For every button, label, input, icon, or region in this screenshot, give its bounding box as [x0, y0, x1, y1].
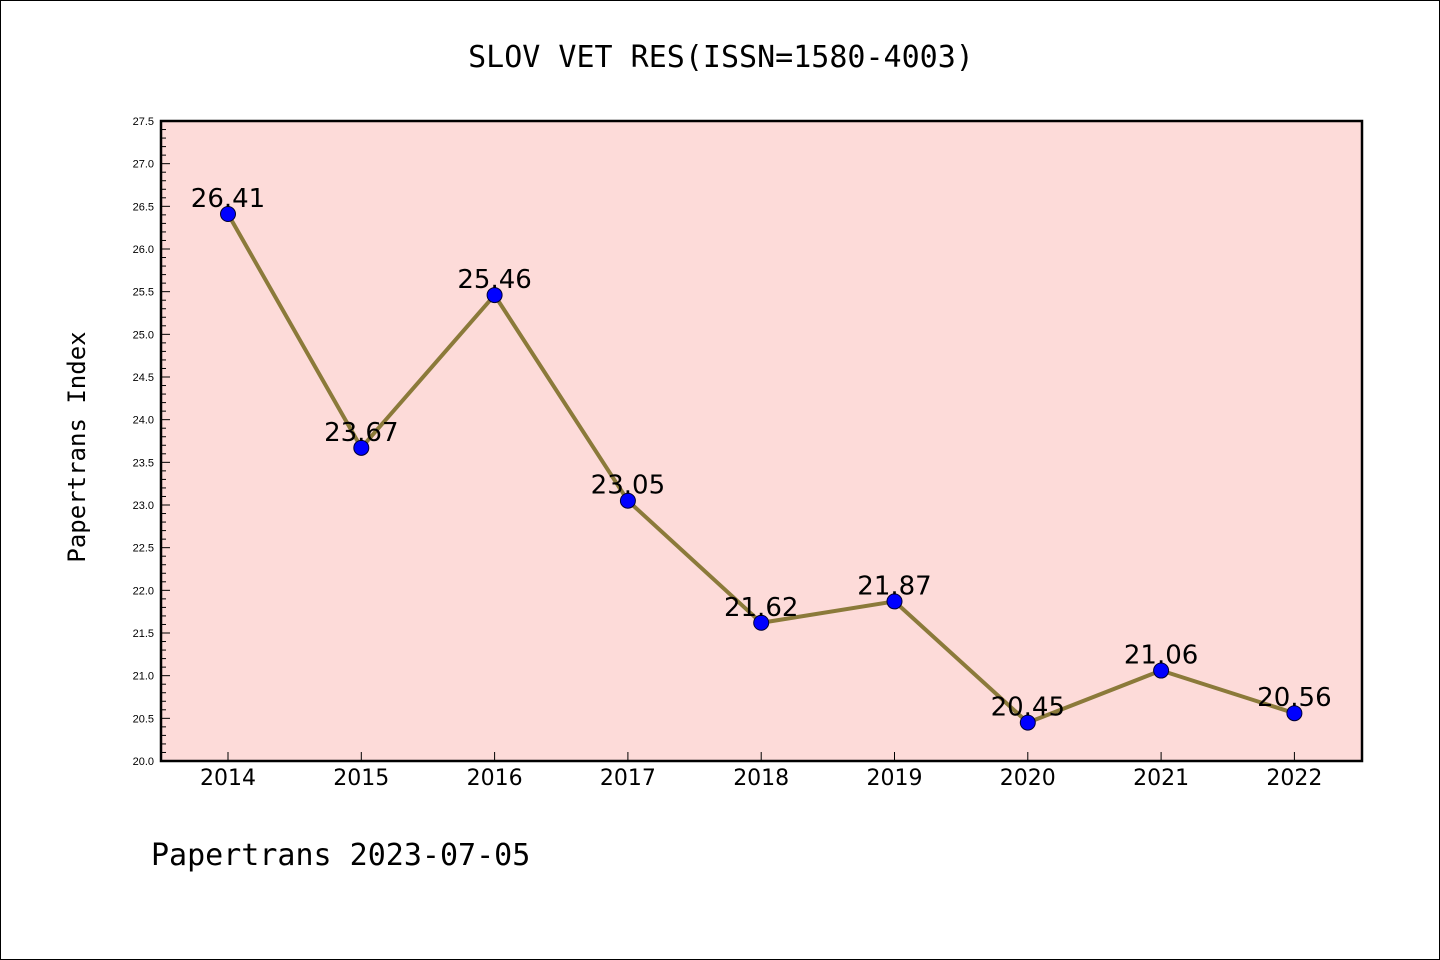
y-tick-label: 24.5 [133, 372, 154, 384]
data-label: 21.62 [724, 593, 798, 623]
y-tick-label: 20.5 [133, 713, 154, 725]
data-point-marker [1153, 662, 1170, 679]
x-tick-label: 2018 [733, 766, 789, 791]
data-point-marker [886, 593, 903, 610]
x-tick-label: 2022 [1266, 766, 1322, 791]
y-tick-label: 25.0 [133, 329, 154, 341]
y-tick-label: 22.0 [133, 585, 154, 597]
data-label: 25.46 [457, 265, 531, 295]
data-label: 21.87 [857, 571, 931, 601]
y-tick-label: 22.5 [133, 543, 154, 555]
chart-title: SLOV VET RES(ISSN=1580-4003) [468, 40, 974, 75]
data-point-marker [753, 614, 770, 631]
data-label: 20.45 [991, 693, 1065, 723]
footer-text: Papertrans 2023-07-05 [151, 838, 530, 873]
y-tick-label: 26.5 [133, 201, 154, 213]
x-axis: 2014 2015 2016 2017 2018 2019 2020 2021 2022 [200, 752, 1322, 791]
y-tick-label: 25.5 [133, 287, 154, 299]
y-tick-label: 21.5 [133, 628, 154, 640]
x-tick-label: 2017 [600, 766, 656, 791]
data-point-marker [1019, 714, 1036, 731]
x-tick-label: 2021 [1133, 766, 1189, 791]
data-label: 21.06 [1124, 641, 1198, 671]
x-tick-label: 2016 [467, 766, 523, 791]
y-axis-label: Papertrans Index [63, 331, 91, 562]
y-tick-label: 26.0 [133, 244, 154, 256]
y-tick-label: 27.0 [133, 159, 154, 171]
y-axis: 20.0 20.5 21.0 21.5 22.0 22.5 23.0 23.5 24.0 24.5… [133, 116, 170, 768]
data-point-marker [486, 287, 503, 304]
x-tick-label: 2020 [1000, 766, 1056, 791]
x-tick-label: 2019 [867, 766, 923, 791]
x-tick-label: 2014 [200, 766, 256, 791]
y-tick-label: 21.0 [133, 671, 154, 683]
data-label: 23.05 [591, 471, 665, 501]
y-tick-label: 23.5 [133, 457, 154, 469]
data-point-marker [353, 439, 370, 456]
data-point-marker [619, 492, 636, 509]
x-tick-label: 2015 [333, 766, 389, 791]
data-label: 23.67 [324, 418, 398, 448]
y-tick-label: 20.0 [133, 756, 154, 768]
data-label: 26.41 [191, 184, 265, 214]
data-labels: 26.41 23.67 25.46 23.05 21.62 21.87 20.45 21.06… [191, 184, 1332, 723]
data-label: 20.56 [1257, 683, 1331, 713]
y-tick-label: 23.0 [133, 500, 154, 512]
data-point-marker [220, 206, 236, 223]
series-markers [220, 206, 1303, 731]
data-point-marker [1286, 705, 1303, 722]
y-tick-label: 24.0 [133, 415, 154, 427]
y-tick-label: 27.5 [133, 116, 154, 128]
